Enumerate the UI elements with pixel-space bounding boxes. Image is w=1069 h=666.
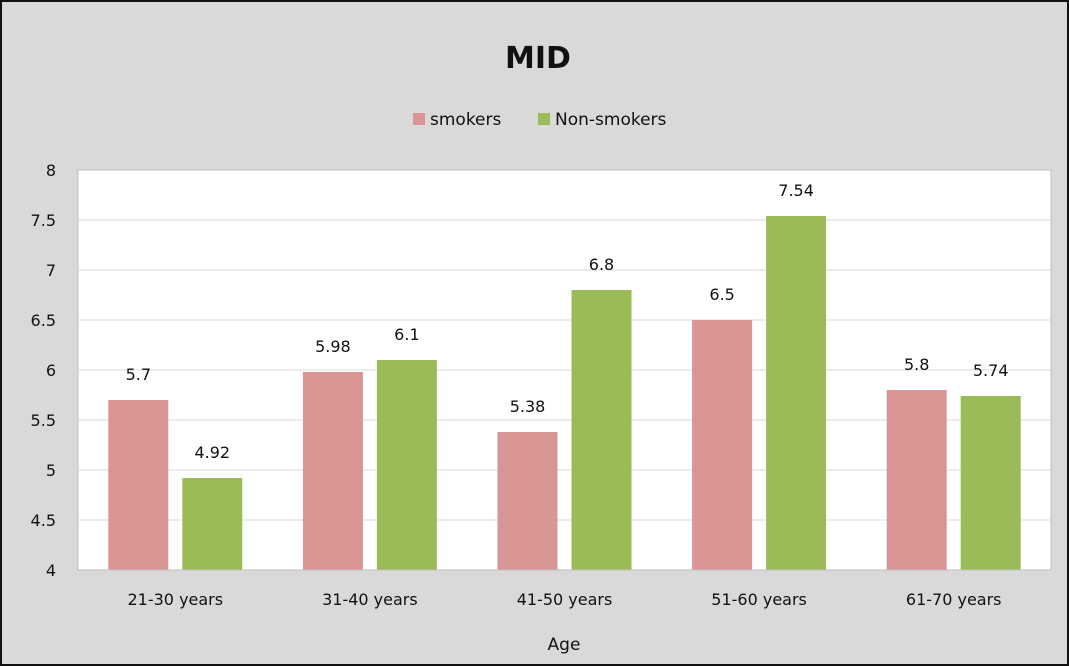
x-tick-label: 51-60 years — [711, 590, 807, 609]
data-label: 5.98 — [315, 337, 351, 356]
y-tick-label: 8 — [46, 161, 56, 180]
bar-non-smokers — [571, 290, 632, 570]
data-label: 6.5 — [709, 285, 734, 304]
bar-non-smokers — [960, 396, 1021, 570]
y-tick-label: 4 — [46, 561, 56, 580]
x-tick-label: 31-40 years — [322, 590, 418, 609]
y-tick-label: 5 — [46, 461, 56, 480]
y-tick-label: 6.5 — [31, 311, 56, 330]
bar-smokers — [302, 372, 363, 570]
bar-non-smokers — [182, 478, 243, 570]
bar-smokers — [108, 400, 169, 570]
data-labels: 5.7 4.92 5.98 6.1 5.38 6.8 6.5 7.54 5.8 5.74 — [126, 181, 1009, 462]
legend-swatch-non-smokers — [538, 113, 550, 125]
bar-non-smokers — [376, 360, 437, 570]
bar-smokers — [692, 320, 753, 570]
x-axis-title: Age — [548, 635, 581, 655]
chart-title: MID — [505, 41, 571, 76]
y-tick-label: 4.5 — [31, 511, 56, 530]
legend: smokers Non-smokers — [413, 110, 667, 130]
legend-swatch-smokers — [413, 113, 425, 125]
x-tick-label: 21-30 years — [127, 590, 223, 609]
gridlines — [78, 219, 1051, 521]
y-tick-label: 7 — [46, 261, 56, 280]
x-tick-label: 61-70 years — [906, 590, 1002, 609]
y-tick-label: 6 — [46, 361, 56, 380]
data-label: 5.74 — [973, 361, 1009, 380]
bars — [108, 216, 1021, 570]
data-label: 6.1 — [394, 325, 419, 344]
y-tick-label: 5.5 — [31, 411, 56, 430]
x-axis-ticks: 21-30 years 31-40 years 41-50 years 51-60 y… — [127, 590, 1001, 609]
bar-smokers — [886, 390, 947, 570]
data-label: 7.54 — [778, 181, 814, 200]
data-label: 5.8 — [904, 355, 929, 374]
x-tick-label: 41-50 years — [517, 590, 613, 609]
data-label: 6.8 — [589, 255, 614, 274]
data-label: 5.38 — [510, 397, 546, 416]
legend-label-smokers: smokers — [430, 110, 502, 130]
bar-non-smokers — [766, 216, 827, 570]
data-label: 5.7 — [126, 365, 151, 384]
legend-label-non-smokers: Non-smokers — [555, 110, 667, 130]
y-tick-label: 7.5 — [31, 211, 56, 230]
y-axis-ticks: 4 4.5 5 5.5 6 6.5 7 7.5 8 — [31, 161, 56, 580]
bar-smokers — [497, 432, 558, 570]
data-label: 4.92 — [194, 443, 230, 462]
